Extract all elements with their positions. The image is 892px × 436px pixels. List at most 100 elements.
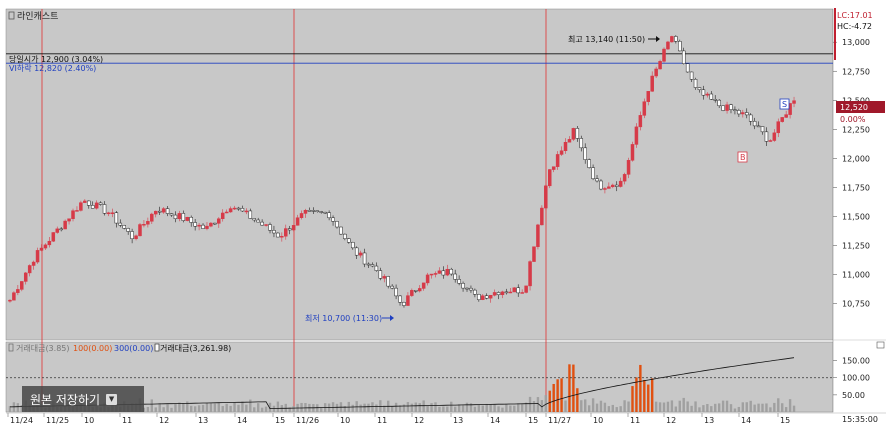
candle-body — [114, 212, 119, 224]
volume-bar — [686, 401, 689, 412]
candle-body — [733, 109, 737, 111]
candle-body — [575, 128, 580, 139]
time-tick-label: 12 — [414, 416, 424, 425]
candle-body — [23, 272, 28, 282]
volume-bar — [497, 406, 500, 412]
volume-bar — [461, 405, 465, 412]
volume-bar — [670, 400, 674, 412]
volume-bar — [213, 403, 217, 412]
candle-body — [354, 247, 359, 256]
save-original-button[interactable]: 원본 저장하기 ▼ — [22, 386, 144, 412]
candle-body — [626, 160, 631, 175]
volume-bar — [367, 403, 370, 412]
candle-body — [512, 287, 517, 293]
candle-body — [79, 202, 83, 211]
volume-bar — [473, 406, 477, 412]
candle-body — [457, 279, 461, 284]
candle-body — [697, 87, 702, 91]
volume-bar — [304, 402, 307, 412]
volume-bar — [674, 406, 678, 412]
volume-bar — [536, 397, 540, 412]
volume-bar — [611, 404, 614, 412]
candle-body — [71, 210, 75, 219]
candle-body — [484, 295, 489, 299]
volume-bar — [595, 403, 599, 412]
time-tick-label: 11/25 — [46, 416, 69, 425]
candle-body — [492, 292, 497, 296]
time-tick-label: 15 — [528, 416, 538, 425]
candle-body — [323, 211, 327, 214]
volume-bar — [359, 404, 362, 412]
volume-bar — [162, 407, 165, 412]
candle-body — [603, 188, 607, 190]
current-price-box — [836, 101, 885, 113]
price-tick-label: 11,250 — [842, 242, 870, 251]
candle-body — [197, 224, 201, 227]
volume-bar — [733, 408, 737, 412]
candle-body — [674, 36, 678, 42]
volume-bar — [406, 402, 410, 412]
volume-bar — [580, 400, 583, 412]
candle-body — [725, 104, 729, 111]
candle-body — [303, 210, 308, 214]
candle-body — [433, 273, 438, 275]
volume-bar — [402, 404, 406, 412]
candle-body — [520, 292, 524, 294]
candle-body — [217, 218, 221, 224]
volume-bar — [245, 404, 248, 412]
price-tick-label: 12,000 — [842, 154, 870, 163]
candle-body — [130, 231, 134, 240]
time-tick-label: 10 — [340, 416, 350, 425]
volume-bar — [513, 405, 516, 412]
volume-bar — [146, 406, 150, 412]
volume-bar — [627, 401, 630, 412]
volume-bar — [288, 407, 291, 412]
volume-bar — [607, 406, 611, 412]
volume-bar — [300, 402, 303, 412]
candle-body — [488, 295, 493, 299]
candle-body — [504, 291, 509, 294]
svg-text:S: S — [782, 100, 787, 109]
volume-bar — [205, 402, 209, 412]
candle-body — [780, 117, 784, 122]
candle-body — [658, 61, 662, 70]
candle-body — [453, 273, 457, 280]
volume-bar — [635, 377, 638, 412]
candle-body — [563, 141, 568, 151]
candle-body — [299, 213, 304, 218]
candle-body — [425, 274, 430, 284]
volume-bar — [576, 388, 579, 412]
volume-bar — [540, 400, 544, 412]
candle-body — [461, 283, 465, 289]
candle-body — [110, 212, 115, 214]
vi-label: VI하락 12,820 (2.40%) — [9, 63, 96, 73]
candle-body — [67, 218, 71, 222]
candle-body — [654, 68, 658, 77]
panel-collapse-icon[interactable] — [876, 341, 885, 349]
candle-body — [705, 93, 710, 96]
volume-bar — [584, 399, 587, 412]
candle-body — [343, 233, 347, 239]
volume-bar — [552, 383, 555, 412]
time-tick-label: 14 — [741, 416, 751, 425]
volume-bar — [182, 403, 185, 412]
candle-body — [670, 36, 674, 43]
candle-body — [709, 93, 714, 100]
volume-legend-4: 거래대금(3,261.98) — [160, 344, 231, 353]
volume-bar — [639, 364, 642, 412]
volume-bar — [769, 407, 772, 412]
candle-body — [27, 265, 32, 274]
volume-bar — [237, 404, 240, 412]
price-tick-label: 11,000 — [842, 271, 870, 280]
price-tick-label: 12,250 — [842, 125, 870, 134]
volume-bar — [749, 400, 752, 412]
volume-bar — [729, 404, 733, 412]
volume-bar — [465, 402, 469, 412]
candle-body — [126, 228, 130, 232]
volume-bar — [193, 406, 197, 412]
candle-body — [209, 222, 213, 227]
time-tick-label: 13 — [453, 416, 463, 425]
volume-bar — [166, 404, 169, 412]
volume-bar — [320, 408, 323, 412]
volume-bar — [560, 378, 563, 412]
